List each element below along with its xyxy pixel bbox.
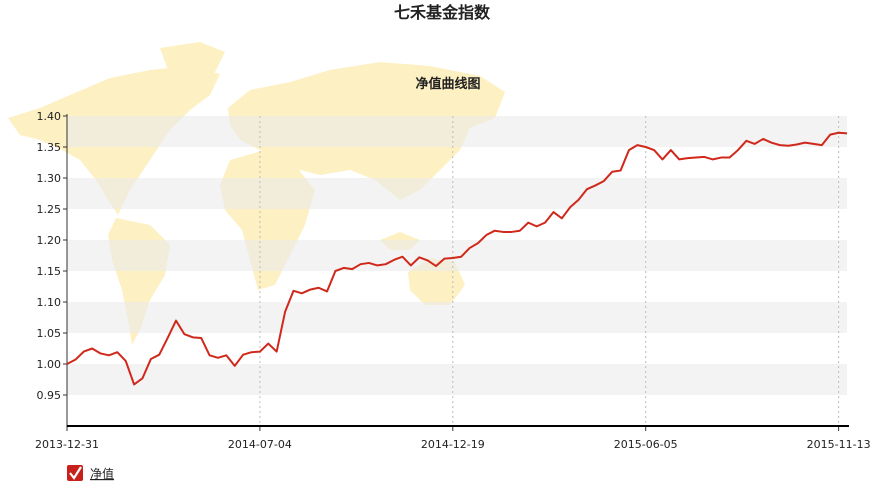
- grid-band: [67, 178, 847, 209]
- y-tick-label: 1.20: [37, 234, 62, 247]
- grid-band: [67, 240, 847, 271]
- chart-subtitle: 净值曲线图: [415, 76, 480, 92]
- grid-band: [67, 364, 847, 395]
- legend-label[interactable]: 净值: [90, 466, 114, 481]
- grid-band: [67, 116, 847, 147]
- legend[interactable]: 净值: [67, 465, 114, 481]
- y-tick-label: 1.00: [37, 358, 62, 371]
- x-tick-label: 2014-07-04: [228, 438, 292, 451]
- x-tick-label: 2015-11-13: [807, 438, 871, 451]
- y-tick-label: 1.15: [37, 265, 62, 278]
- y-tick-label: 1.35: [37, 141, 62, 154]
- y-tick-label: 1.30: [37, 172, 62, 185]
- grid-band: [67, 302, 847, 333]
- x-tick-label: 2014-12-19: [421, 438, 485, 451]
- y-tick-label: 1.05: [37, 327, 62, 340]
- y-tick-label: 1.25: [37, 203, 62, 216]
- y-tick-label: 0.95: [37, 389, 62, 402]
- y-tick-label: 1.10: [37, 296, 62, 309]
- legend-check: [69, 466, 82, 480]
- chart-title: 七禾基金指数: [394, 3, 491, 22]
- x-tick-label: 2015-06-05: [614, 438, 678, 451]
- x-tick-label: 2013-12-31: [35, 438, 99, 451]
- series-line: [66, 131, 848, 386]
- y-tick-label: 1.40: [37, 110, 62, 123]
